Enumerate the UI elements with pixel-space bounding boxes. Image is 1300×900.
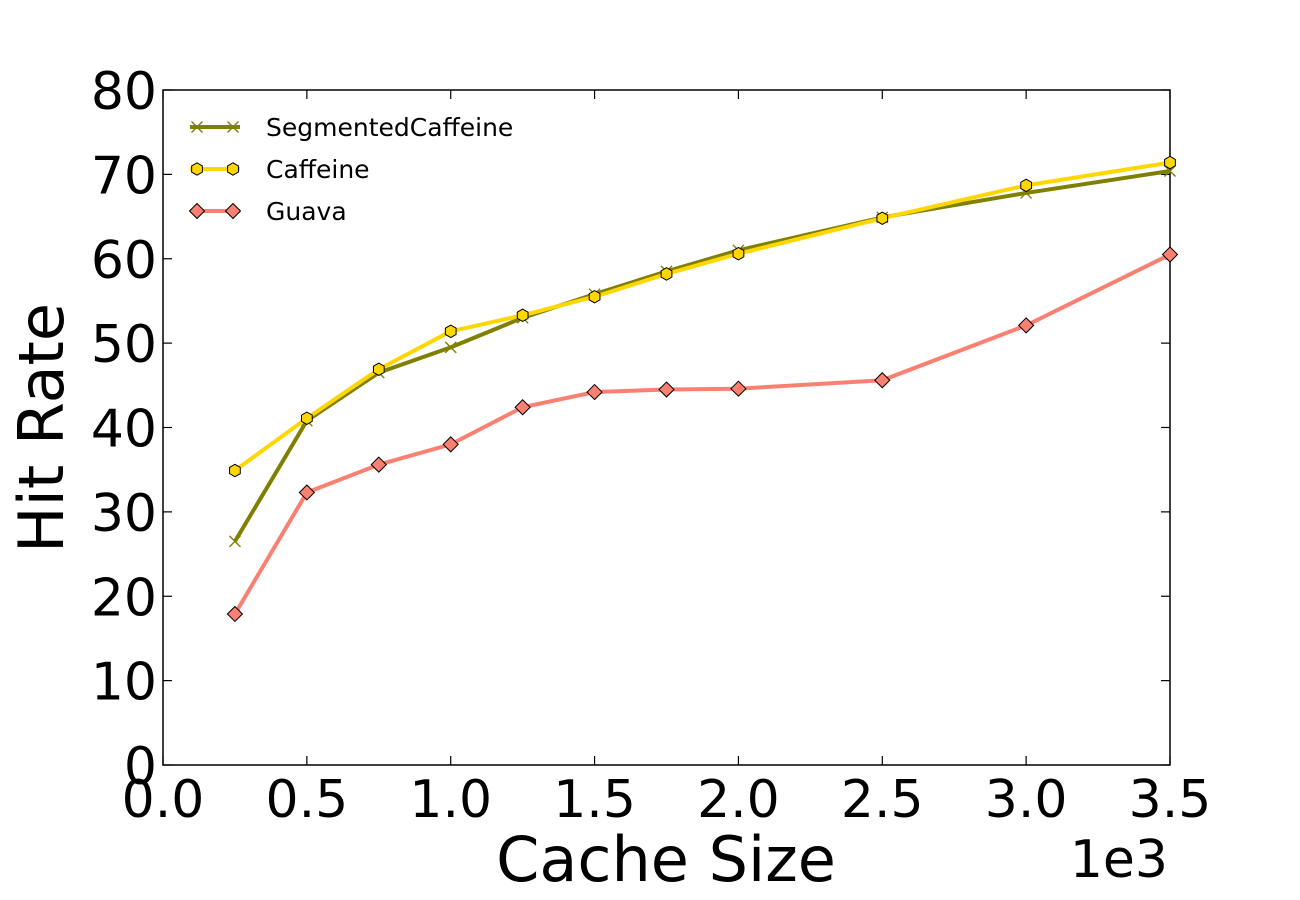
legend-item: SegmentedCaffeine	[190, 113, 513, 142]
data-point	[444, 324, 457, 339]
data-series	[226, 155, 1179, 623]
data-point	[370, 456, 387, 473]
data-point	[876, 211, 889, 226]
x-axis-label: Cache Size	[496, 823, 836, 896]
data-point	[732, 246, 745, 261]
x-axis-offset-label: 1e3	[1070, 830, 1168, 890]
legend-marker	[227, 121, 239, 133]
legend-marker	[224, 202, 242, 220]
x-tick-label: 3.0	[985, 770, 1068, 830]
legend-marker	[191, 162, 203, 176]
y-tick-label: 0	[124, 737, 157, 797]
series-guava	[226, 246, 1179, 623]
y-tick-label: 30	[91, 484, 157, 544]
data-point	[730, 380, 747, 397]
legend-item: Caffeine	[190, 155, 370, 184]
data-point	[658, 381, 675, 398]
x-tick-label: 0.5	[266, 770, 349, 830]
x-tick-label: 0.0	[122, 770, 205, 830]
data-point	[516, 308, 529, 323]
data-point	[298, 484, 316, 501]
legend-marker	[191, 121, 203, 133]
data-point	[372, 362, 385, 377]
y-axis-label: Hit Rate	[5, 303, 78, 553]
y-tick-label: 70	[91, 146, 157, 206]
data-point	[226, 605, 244, 623]
legend: SegmentedCaffeine Caffeine Guava	[188, 113, 513, 226]
data-point	[1161, 246, 1179, 263]
data-point	[874, 372, 891, 389]
y-tick-label: 50	[91, 315, 157, 375]
data-point	[229, 463, 241, 478]
legend-item: Guava	[188, 197, 347, 226]
y-tick-label: 20	[91, 568, 157, 628]
y-tick-label: 10	[91, 653, 157, 713]
legend-label: Caffeine	[266, 155, 370, 184]
data-point	[588, 289, 601, 304]
data-point	[1164, 165, 1176, 177]
legend-label: SegmentedCaffeine	[266, 113, 513, 142]
data-point	[586, 383, 603, 401]
data-point	[1164, 155, 1176, 170]
data-point	[514, 399, 531, 416]
data-point	[660, 267, 673, 281]
y-tick-label: 60	[91, 231, 157, 291]
x-tick-label: 3.5	[1129, 770, 1212, 830]
legend-label: Guava	[266, 197, 347, 226]
y-tick-label: 40	[91, 400, 157, 460]
data-point	[1017, 317, 1035, 334]
series-caffeine	[229, 155, 1176, 478]
data-point	[444, 341, 457, 354]
data-point	[442, 436, 459, 453]
x-tick-label: 1.5	[553, 770, 636, 830]
legend-marker	[188, 202, 206, 220]
x-tick-label: 1.0	[409, 770, 492, 830]
data-point	[228, 535, 241, 548]
legend-marker	[227, 162, 239, 176]
x-tick-label: 2.5	[841, 770, 924, 830]
y-tick-label: 80	[91, 62, 157, 122]
data-point	[300, 411, 313, 425]
data-point	[1020, 178, 1033, 193]
axis-ticks: 0.0 0.5 1.0 1.5 2.0 2.5 3.0 3.5 0 10 20 30 40 50 60 70 8…	[91, 62, 1212, 830]
x-tick-label: 2.0	[697, 770, 780, 830]
